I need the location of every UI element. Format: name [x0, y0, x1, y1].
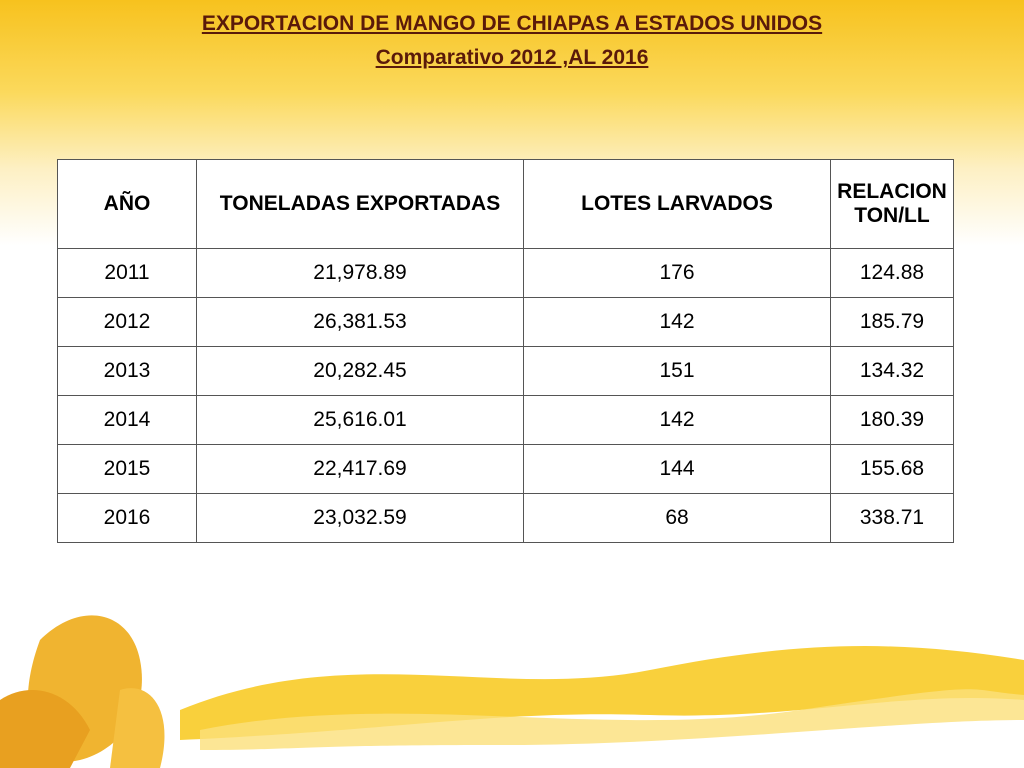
table-cell: 176 — [523, 248, 831, 298]
table-cell: 21,978.89 — [196, 248, 524, 298]
table-cell: 151 — [523, 346, 831, 396]
table-cell: 2015 — [57, 444, 197, 494]
column-header: RELACION TON/LL — [830, 159, 954, 249]
table-row: 2014 25,616.01 142 180.39 — [57, 395, 954, 445]
table-cell: 25,616.01 — [196, 395, 524, 445]
subtitle: Comparativo 2012 ,AL 2016 — [375, 46, 649, 69]
table-cell: 2011 — [57, 248, 197, 298]
table-cell: 144 — [523, 444, 831, 494]
table-cell: 155.68 — [830, 444, 954, 494]
table-cell: 2014 — [57, 395, 197, 445]
table-row: 2015 22,417.69 144 155.68 — [57, 444, 954, 494]
table-cell: 338.71 — [830, 493, 954, 543]
table-row: 2011 21,978.89 176 124.88 — [57, 248, 954, 298]
mango-peel — [110, 688, 165, 768]
header-row: AÑO TONELADAS EXPORTADAS LOTES LARVADOS REL… — [57, 159, 954, 249]
table-cell: 2012 — [57, 297, 197, 347]
table-cell: 23,032.59 — [196, 493, 524, 543]
table-cell: 124.88 — [830, 248, 954, 298]
mango-peel — [0, 690, 90, 768]
column-header: TONELADAS EXPORTADAS — [196, 159, 524, 249]
table-row: 2013 20,282.45 151 134.32 — [57, 346, 954, 396]
table-cell: 142 — [523, 395, 831, 445]
title: EXPORTACION DE MANGO DE CHIAPAS A ESTADO… — [201, 12, 823, 35]
table-cell: 185.79 — [830, 297, 954, 347]
table-cell: 20,282.45 — [196, 346, 524, 396]
table-body: 2011 21,978.89 176 124.88 2012 26,381.53 142 18… — [57, 248, 954, 543]
table-cell: 68 — [523, 493, 831, 543]
table-cell: 2013 — [57, 346, 197, 396]
table-cell: 134.32 — [830, 346, 954, 396]
table-cell: 180.39 — [830, 395, 954, 445]
table-cell: 22,417.69 — [196, 444, 524, 494]
wave — [200, 689, 1024, 750]
table-row: 2012 26,381.53 142 185.79 — [57, 297, 954, 347]
table: AÑO TONELADAS EXPORTADAS LOTES LARVADOS REL… — [57, 159, 954, 543]
table-cell: 142 — [523, 297, 831, 347]
table-cell: 2016 — [57, 493, 197, 543]
table-row: 2016 23,032.59 68 338.71 — [57, 493, 954, 543]
table-cell: 26,381.53 — [196, 297, 524, 347]
column-header: LOTES LARVADOS — [523, 159, 831, 249]
column-header: AÑO — [57, 159, 197, 249]
